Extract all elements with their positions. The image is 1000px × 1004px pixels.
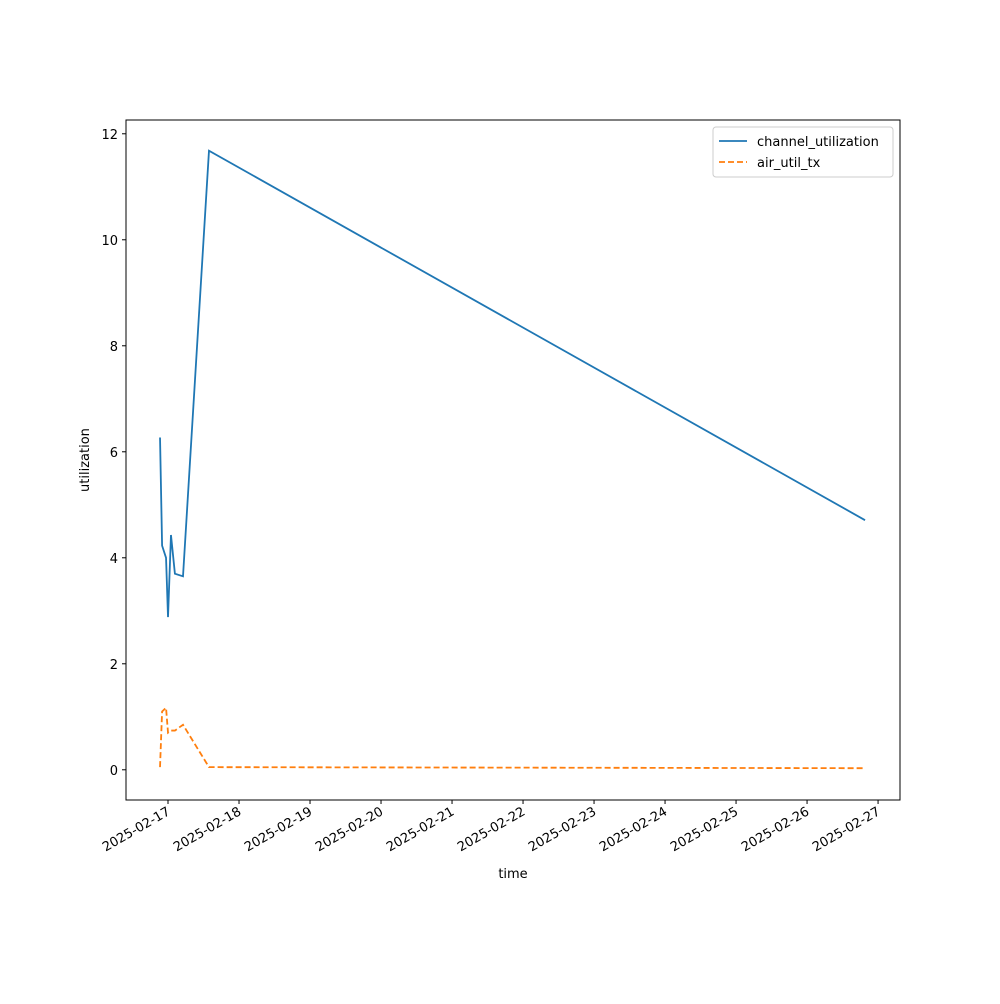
x-tick-label: 2025-02-25 [668,804,741,855]
x-tick-label: 2025-02-21 [384,804,457,855]
line-series [159,705,866,770]
axes-frame [125,119,901,801]
y-tick-label: 12 [101,128,118,143]
y-tick-label: 0 [110,764,118,779]
x-tick-label: 2025-02-17 [100,804,173,855]
y-tick-label: 8 [110,340,118,355]
x-tick-label: 2025-02-19 [242,804,315,855]
legend-label: air_util_tx [757,156,821,171]
legend-label: channel_utilization [757,135,879,150]
x-axis-label: time [498,867,527,882]
y-tick-label: 2 [110,658,118,673]
x-tick-label: 2025-02-26 [739,804,812,855]
x-tick-label: 2025-02-23 [526,804,599,855]
y-tick-label: 6 [110,446,118,461]
x-tick-label: 2025-02-27 [810,804,883,855]
legend-box [712,126,894,178]
line-series [159,149,866,618]
x-tick-label: 2025-02-22 [455,804,528,855]
y-axis-label: utilization [78,428,93,492]
y-tick-label: 10 [101,234,118,249]
x-tick-label: 2025-02-20 [313,804,386,855]
x-tick-label: 2025-02-18 [171,804,244,855]
y-tick-label: 4 [110,552,118,567]
x-tick-label: 2025-02-24 [597,804,670,855]
